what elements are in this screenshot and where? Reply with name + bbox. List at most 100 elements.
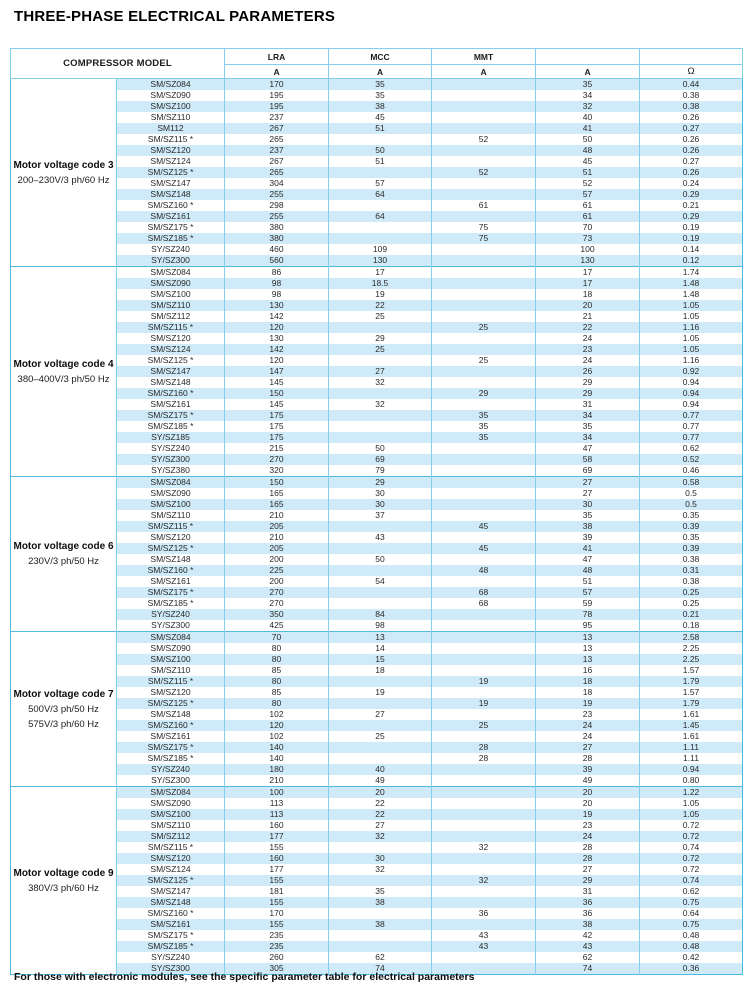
value-cell: 270: [224, 587, 329, 598]
value-cell: 0.62: [639, 443, 743, 454]
table-row: SY/SZ300 560 130 130 0.12: [11, 255, 743, 267]
table-row: SY/SZ240 180 40 39 0.94: [11, 764, 743, 775]
value-cell: 145: [224, 399, 329, 410]
table-row: SM/SZ120 130 29 24 1.05: [11, 333, 743, 344]
value-cell: 31: [535, 886, 640, 897]
value-cell: 51: [328, 123, 432, 134]
value-cell: 25: [328, 344, 432, 355]
value-cell: 1.48: [639, 289, 743, 300]
value-cell: 36: [431, 908, 536, 919]
model-cell: SM/SZ100: [115, 499, 225, 510]
value-cell: 205: [224, 543, 329, 554]
table-row: SM/SZ124 142 25 23 1.05: [11, 344, 743, 355]
value-cell: 0.5: [639, 488, 743, 499]
value-cell: 43: [431, 930, 536, 941]
value-cell: 100: [224, 786, 329, 798]
value-cell: 1.05: [639, 344, 743, 355]
table-row: SM/SZ160 * 298 61 61 0.21: [11, 200, 743, 211]
value-cell: [328, 521, 432, 532]
value-cell: [431, 775, 536, 787]
model-cell: SM/SZ147: [115, 178, 225, 189]
model-cell: SM/SZ125 *: [115, 543, 225, 554]
value-cell: 0.72: [639, 831, 743, 842]
value-cell: [431, 377, 536, 388]
lra-unit-header: A: [224, 64, 330, 79]
value-cell: 0.21: [639, 200, 743, 211]
table-row: SM/SZ100 195 38 32 0.38: [11, 101, 743, 112]
model-cell: SM/SZ125 *: [115, 355, 225, 366]
value-cell: [328, 941, 432, 952]
table-row: SM/SZ110 237 45 40 0.26: [11, 112, 743, 123]
value-cell: 13: [535, 654, 640, 665]
value-cell: 0.77: [639, 421, 743, 432]
model-cell: SM/SZ100: [115, 289, 225, 300]
table-row: SM/SZ148 155 38 36 0.75: [11, 897, 743, 908]
value-cell: 80: [224, 676, 329, 687]
value-cell: 1.79: [639, 676, 743, 687]
value-cell: [431, 919, 536, 930]
model-cell: SM/SZ185 *: [115, 753, 225, 764]
value-cell: 75: [431, 222, 536, 233]
value-cell: 70: [535, 222, 640, 233]
value-cell: 130: [224, 333, 329, 344]
value-cell: 79: [328, 465, 432, 477]
table-row: SM/SZ090 195 35 34 0.38: [11, 90, 743, 101]
value-cell: 235: [224, 930, 329, 941]
ohms-column-header: [639, 48, 744, 65]
value-cell: 155: [224, 919, 329, 930]
value-cell: 62: [328, 952, 432, 963]
value-cell: 27: [328, 820, 432, 831]
table-row: SM/SZ125 * 265 52 51 0.26: [11, 167, 743, 178]
table-row: SM/SZ115 * 265 52 50 0.26: [11, 134, 743, 145]
value-cell: 28: [431, 753, 536, 764]
value-cell: 32: [431, 875, 536, 886]
value-cell: 52: [431, 134, 536, 145]
value-cell: 34: [535, 90, 640, 101]
value-cell: [328, 720, 432, 731]
value-cell: 0.26: [639, 145, 743, 156]
mcc-unit-header: A: [328, 64, 433, 79]
value-cell: [431, 266, 536, 278]
value-cell: 150: [224, 476, 329, 488]
value-cell: 32: [431, 842, 536, 853]
value-cell: [328, 421, 432, 432]
value-cell: [328, 543, 432, 554]
value-cell: [431, 244, 536, 255]
value-cell: 260: [224, 952, 329, 963]
value-cell: 177: [224, 864, 329, 875]
value-cell: 0.39: [639, 521, 743, 532]
value-cell: [431, 454, 536, 465]
value-cell: 0.72: [639, 853, 743, 864]
value-cell: 2.58: [639, 631, 743, 643]
voltage-group-label: Motor voltage code 4 380–400V/3 ph/50 Hz: [10, 266, 117, 477]
value-cell: 35: [328, 886, 432, 897]
table-body: Motor voltage code 3 200–230V/3 ph/60 Hz S…: [10, 78, 743, 975]
value-cell: 80: [224, 643, 329, 654]
value-cell: 1.11: [639, 753, 743, 764]
value-cell: 80: [224, 654, 329, 665]
value-cell: [431, 709, 536, 720]
table-row: SM/SZ160 * 225 48 48 0.31: [11, 565, 743, 576]
model-cell: SM/SZ124: [115, 864, 225, 875]
value-cell: 17: [535, 266, 640, 278]
value-cell: 1.57: [639, 687, 743, 698]
table-row: Motor voltage code 6 230V/3 ph/50 Hz SM/SZ…: [10, 476, 743, 632]
value-cell: 1.05: [639, 333, 743, 344]
value-cell: 57: [535, 587, 640, 598]
value-cell: 38: [328, 919, 432, 930]
value-cell: 180: [224, 764, 329, 775]
value-cell: 0.38: [639, 554, 743, 565]
table-row: SM/SZ090 165 30 27 0.5: [11, 488, 743, 499]
value-cell: 25: [431, 720, 536, 731]
table-row: SM/SZ115 * 205 45 38 0.39: [11, 521, 743, 532]
value-cell: 68: [431, 587, 536, 598]
model-cell: SY/SZ240: [115, 443, 225, 454]
value-cell: 17: [535, 278, 640, 289]
value-cell: 49: [328, 775, 432, 787]
value-cell: 460: [224, 244, 329, 255]
model-cell: SM/SZ110: [115, 820, 225, 831]
value-cell: 36: [535, 908, 640, 919]
model-cell: SY/SZ300: [115, 963, 225, 975]
value-cell: [431, 344, 536, 355]
table-row: SM/SZ160 * 170 36 36 0.64: [11, 908, 743, 919]
